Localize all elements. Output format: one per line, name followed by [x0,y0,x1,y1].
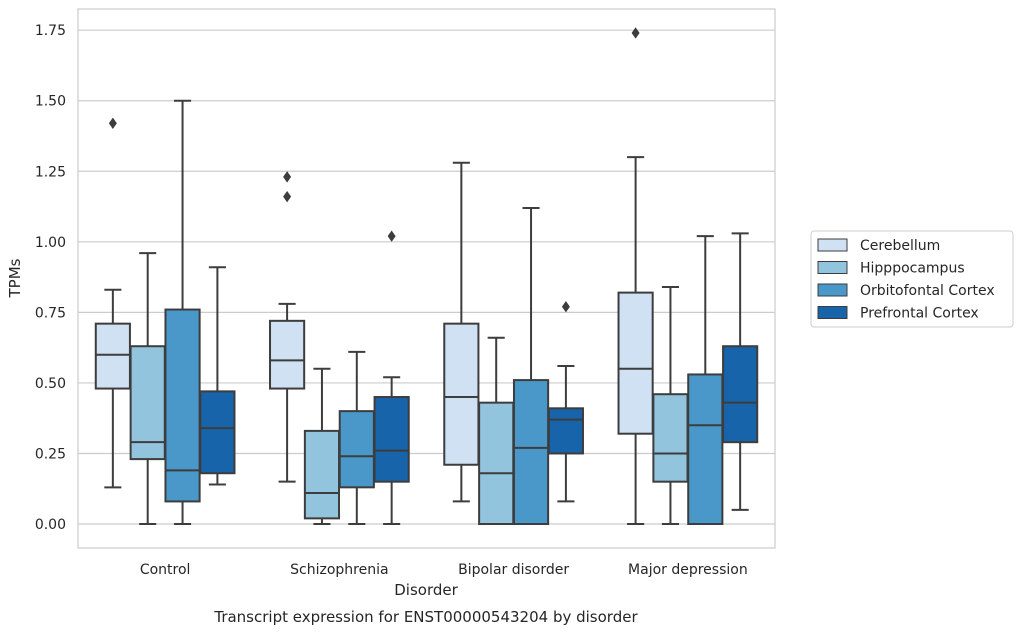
legend: Cerebellum Hipppocampus Orbitofontal Corte… [810,230,1014,328]
box-iqr [94,322,131,390]
legend-label: Hipppocampus [860,261,965,277]
outlier-point [631,27,640,39]
box-iqr [269,319,306,390]
y-tick-labels: 0.00 0.25 0.50 0.75 1.00 1.25 1.50 1.75 [35,23,66,533]
box-iqr [443,322,480,466]
box-iqr [373,396,410,483]
box-iqr [547,407,584,455]
box-prefrontal-cortex-1 [373,230,410,526]
box-iqr [338,410,375,489]
x-tick-label: Bipolar disorder [458,562,569,578]
box-orbitofontal-cortex-1 [338,350,375,526]
box-layer [94,27,759,526]
legend-items: Cerebellum Hipppocampus Orbitofontal Corte… [817,238,995,322]
box-iqr [164,308,201,503]
box-iqr [512,379,550,526]
outlier-point [283,171,292,183]
y-tick-label: 1.50 [35,94,66,110]
box-cerebellum-3 [617,27,654,526]
y-tick-label: 0.25 [35,446,66,462]
box-orbitofontal-cortex-0 [164,99,201,526]
box-iqr [617,291,654,435]
outlier-point [387,230,396,242]
box-iqr [303,429,341,520]
legend-swatch [817,306,848,319]
x-tick-label: Major depression [628,562,748,578]
x-tick-label: Control [140,562,191,578]
y-tick-label: 1.75 [35,23,66,39]
x-axis-title: Disorder [394,581,458,599]
y-tick-label: 1.25 [35,164,66,180]
legend-swatch [817,283,848,297]
box-iqr [687,373,724,526]
box-iqr [652,393,689,483]
y-tick-label: 0.75 [35,305,66,321]
legend-label: Cerebellum [860,238,940,254]
outlier-point [561,301,570,313]
legend-swatch [817,238,848,252]
box-hipppocampus-0 [129,252,166,526]
box-iqr [129,345,166,461]
y-axis-title: TPMs [6,258,24,298]
outlier-point [283,190,292,203]
box-orbitofontal-cortex-2 [512,206,550,526]
chart-title: Transcript expression for ENST0000054320… [213,608,638,626]
box-cerebellum-2 [443,161,480,503]
legend-label: Orbitofontal Cortex [860,283,995,299]
box-hipppocampus-3 [652,285,689,526]
y-tick-label: 0.50 [35,376,66,392]
box-hipppocampus-2 [478,336,515,526]
box-iqr [722,345,759,444]
legend-swatch [817,261,848,274]
x-tick-labels: Control Schizophrenia Bipolar disorder Majo… [140,562,748,578]
legend-frame [810,230,1014,328]
box-iqr [478,401,515,526]
box-orbitofontal-cortex-3 [687,235,724,526]
box-hipppocampus-1 [303,367,341,526]
box-prefrontal-cortex-2 [547,301,584,503]
plot-frame [77,8,776,549]
x-tick-label: Schizophrenia [290,562,388,578]
box-prefrontal-cortex-0 [199,266,236,486]
legend-label: Prefrontal Cortex [860,306,979,322]
y-tick-label: 1.00 [35,235,66,251]
box-prefrontal-cortex-3 [722,232,759,511]
box-cerebellum-1 [269,171,306,483]
y-tick-label: 0.00 [35,517,66,533]
outlier-point [108,117,117,129]
box-cerebellum-0 [94,117,131,489]
box-iqr [199,390,236,475]
